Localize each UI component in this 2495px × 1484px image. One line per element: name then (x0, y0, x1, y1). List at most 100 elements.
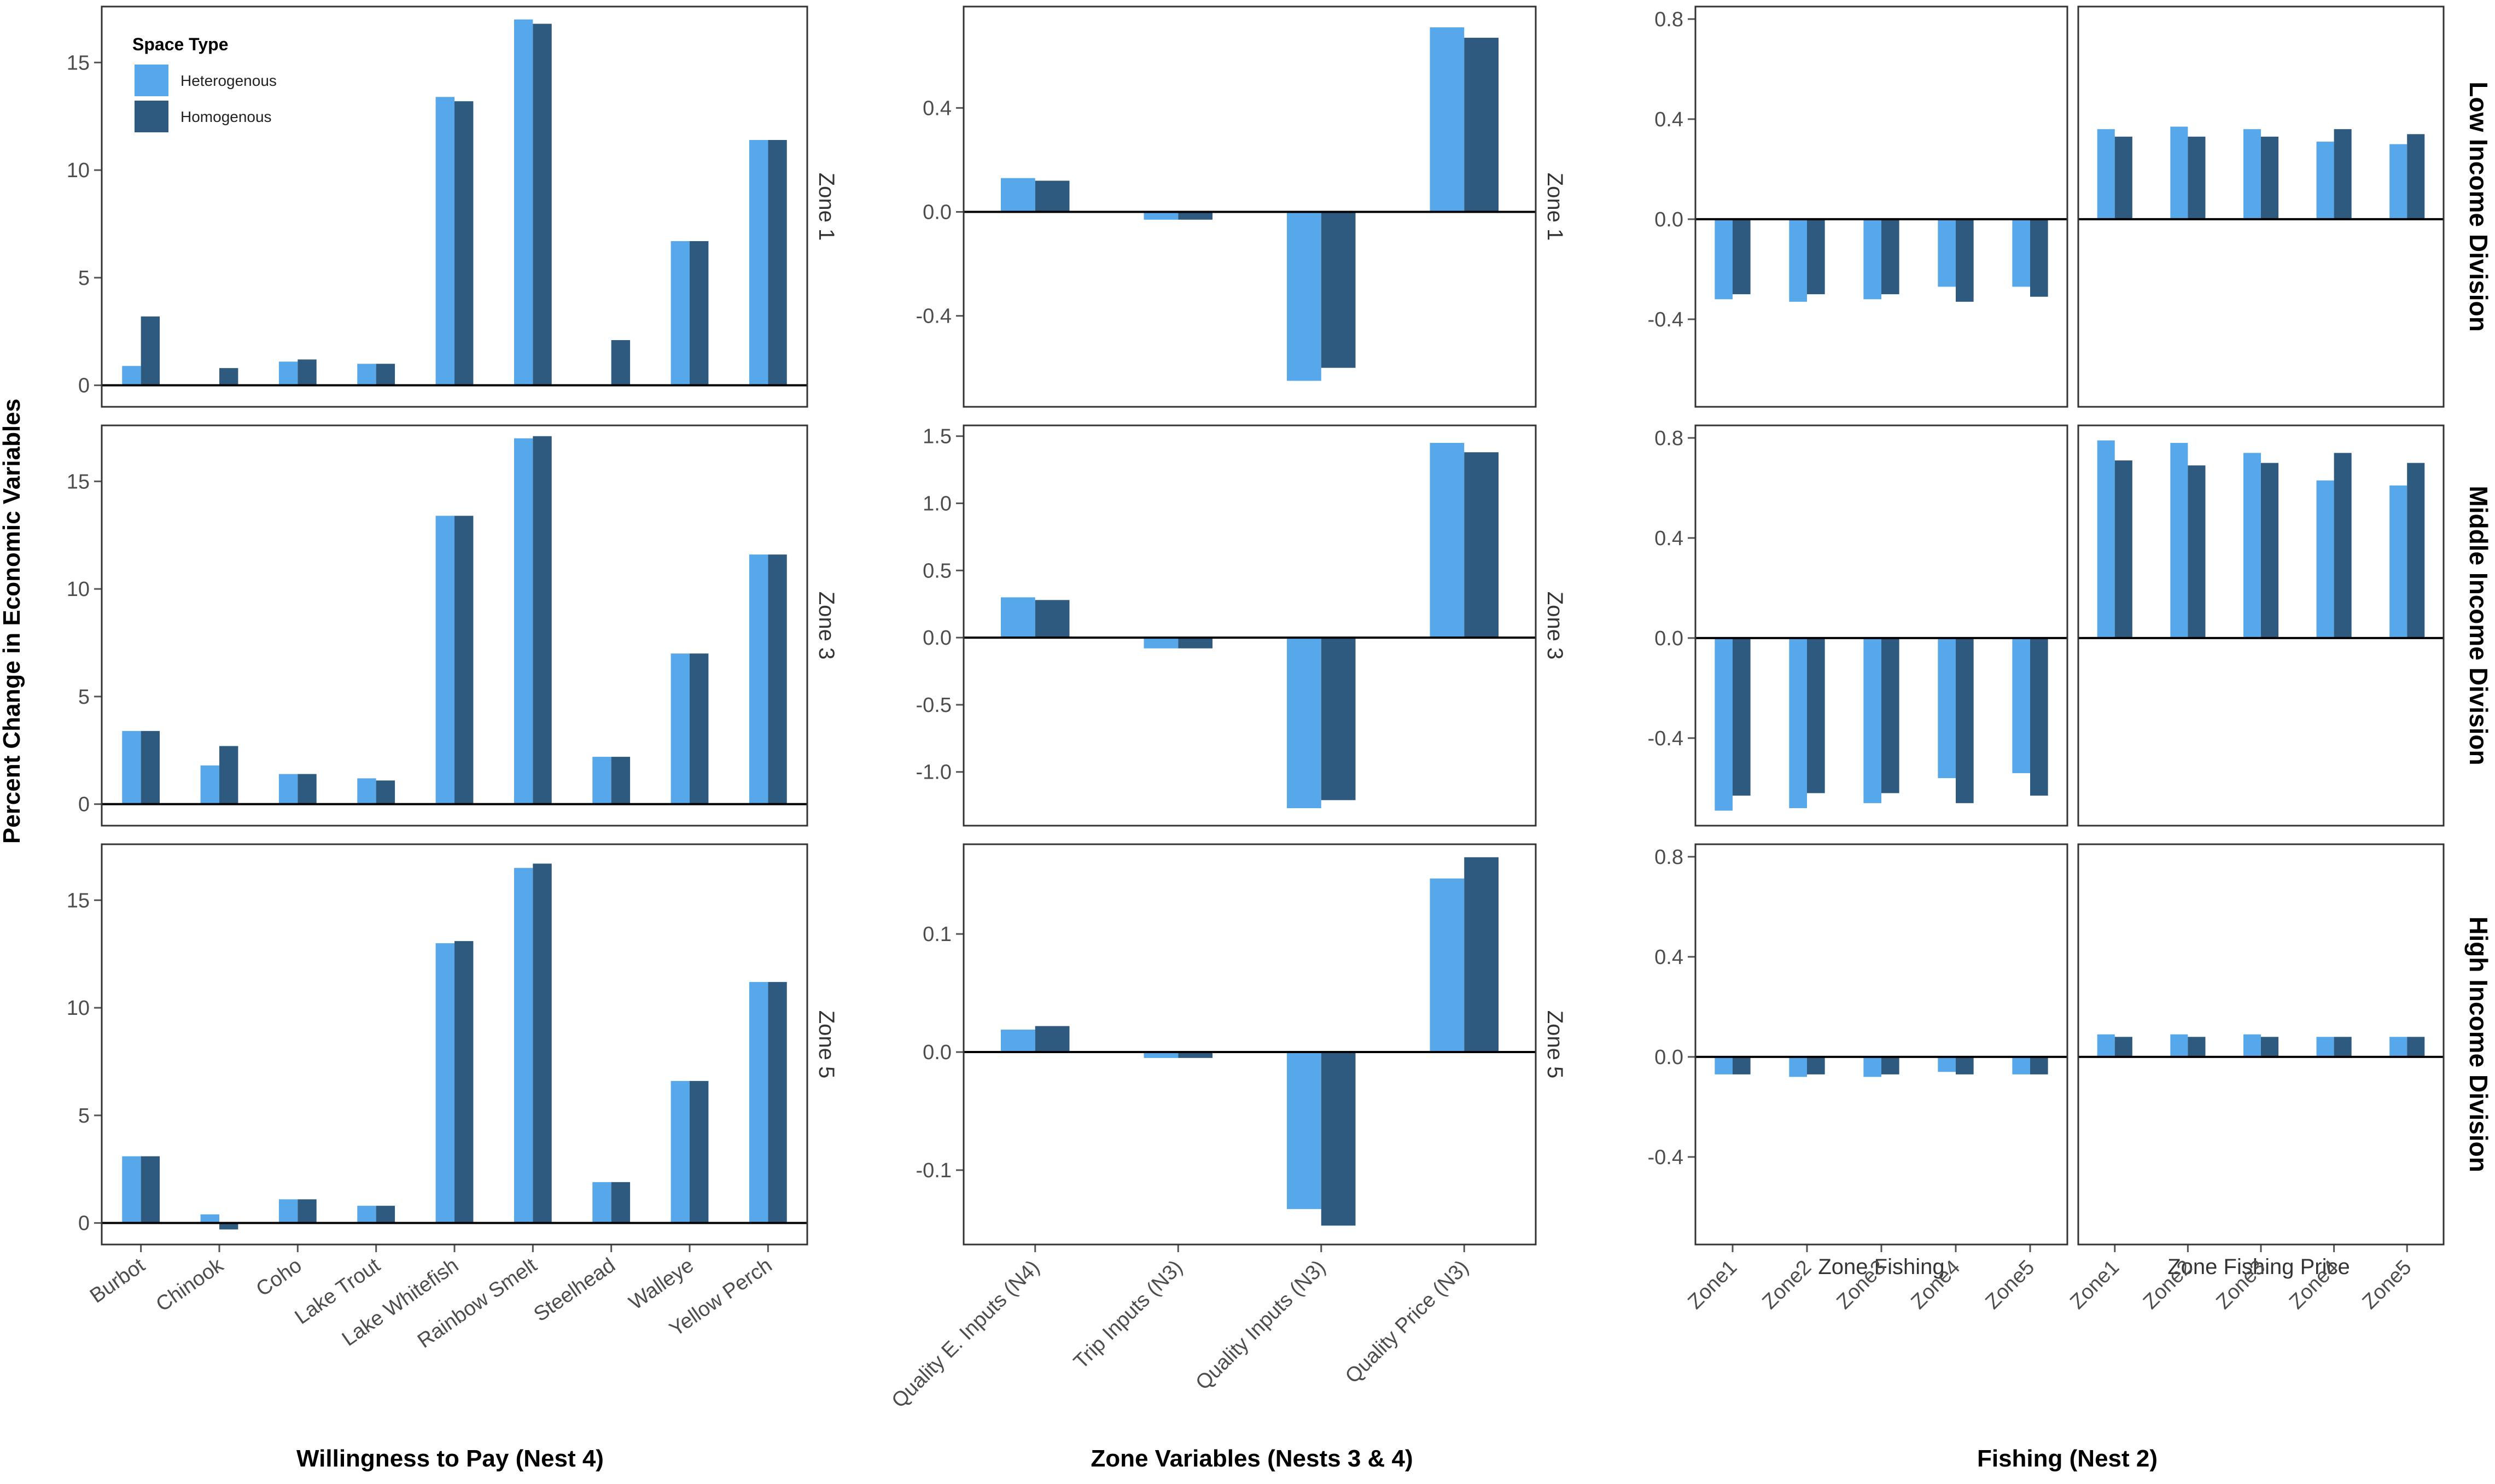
fishing-panel-2-zone-fishing-bar-het-1 (1789, 638, 1807, 808)
wtp-panel-2-ytick-label-2: 10 (67, 578, 90, 601)
fishing-panel-2-zone-fishing-bar-hom-3 (1956, 638, 1974, 803)
strip-high-income-division: High Income Division (2464, 916, 2493, 1172)
zone-vars-panel-3-bar-het-1 (1144, 1052, 1179, 1058)
fishing-panel-1-zone-fishing-bar-hom-4 (2030, 219, 2048, 297)
legend-swatch-homogenous (135, 101, 168, 132)
fishing-panel-2-zone-fishing-price-bar-hom-1 (2188, 465, 2206, 638)
wtp-panel-1-bar-hom-8 (768, 140, 787, 385)
wtp-panel-1-bar-hom-7 (690, 241, 709, 385)
zone-vars-strip-zone-5: Zone 5 (1543, 1010, 1567, 1079)
wtp-panel-1-ytick-label-3: 15 (67, 51, 90, 74)
zone-vars-panel-1-ytick-label-0: -0.4 (916, 305, 952, 328)
fishing-panel-2-zone-fishing-bar-het-0 (1715, 638, 1733, 811)
zone-vars-panel-2-bar-hom-1 (1178, 638, 1213, 648)
legend-swatch-heterogenous (135, 65, 168, 96)
legend-title: Space Type (132, 34, 228, 54)
fishing-panel-1-zone-fishing-price-bar-hom-2 (2261, 136, 2279, 219)
fishing-panel-1-zone-fishing-ytick-label-3: 0.8 (1654, 8, 1683, 31)
fishing-panel-2-zone-fishing-price-bar-hom-0 (2114, 460, 2132, 638)
fishing-panel-3-zone-fishing-price-bar-hom-3 (2334, 1037, 2352, 1057)
fishing-panel-1-zone-fishing-price-bar-het-1 (2170, 126, 2188, 219)
wtp-panel-2-ytick-label-0: 0 (78, 793, 90, 816)
fishing-panel-2-zone-fishing-price-frame (2077, 424, 2445, 827)
wtp-panel-3-bar-hom-6 (611, 1182, 631, 1223)
fishing-panel-1-zone-fishing-bar-het-4 (2012, 219, 2030, 287)
zone-vars-panel-3-frame (963, 843, 1537, 1246)
fishing-panel-2-zone-fishing-price-bar-hom-4 (2407, 463, 2425, 638)
fishing-panel-3-zone-fishing-bar-het-1 (1789, 1056, 1807, 1077)
zone-vars-panel-3-xtick-label-3: Quality Price (N3) (1341, 1256, 1473, 1388)
wtp-strip-zone-1: Zone 1 (814, 173, 838, 241)
wtp-panel-3-bar-hom-3 (376, 1206, 395, 1223)
fishing-panel-2-zone-fishing-ytick-label-3: 0.8 (1654, 427, 1683, 450)
fishing-panel-3-zone-fishing-ytick-label-2: 0.4 (1654, 946, 1683, 969)
fishing-panel-3-zone-fishing-price-bar-het-0 (2097, 1034, 2115, 1057)
zone-vars-strip-zone-3: Zone 3 (1543, 592, 1567, 660)
zone-vars-panel-1-bar-het-1 (1144, 212, 1179, 220)
wtp-panel-3-bar-het-3 (357, 1206, 376, 1223)
zone-vars-panel-2-bar-hom-2 (1321, 638, 1356, 801)
zone-vars-strip-zone-1: Zone 1 (1543, 173, 1567, 241)
zone-vars-panel-3-bar-hom-2 (1321, 1052, 1356, 1226)
fishing-panel-3-zone-fishing-price-bar-het-2 (2243, 1034, 2261, 1057)
fishing-panel-2-zone-fishing-price-bar-het-2 (2243, 453, 2261, 638)
zone-vars-panel-3-ytick-label-0: -0.1 (916, 1159, 952, 1182)
zone-vars-panel-3-bar-het-3 (1430, 878, 1465, 1053)
fishing-panel-2-zone-fishing-bar-het-2 (1863, 638, 1881, 803)
wtp-panel-1: 0 5 10 15 (67, 5, 808, 408)
wtp-panel-1-bar-het-4 (435, 97, 454, 385)
wtp-panel-3-bar-hom-4 (454, 941, 474, 1223)
wtp-panel-3-bar-hom-1 (219, 1223, 238, 1230)
wtp-panel-1-bar-het-0 (122, 366, 141, 385)
fishing-panel-1-zone-fishing-price-bar-hom-1 (2188, 136, 2206, 219)
wtp-panel-2-bar-hom-8 (768, 554, 787, 804)
fishing-panel-2-zone-fishing-price-bar-het-1 (2170, 443, 2188, 638)
zone-vars-panel-2-ytick-label-3: 0.5 (923, 559, 952, 582)
zone-vars-panel-1-bar-hom-1 (1178, 212, 1213, 220)
wtp-panel-3-ytick-label-0: 0 (78, 1212, 90, 1235)
fishing-panel-3-zone-fishing-price: Zone1 Zone2 Zone3 Zone4 Zone5 (2066, 843, 2445, 1314)
wtp-panel-1-bar-hom-2 (298, 359, 317, 385)
wtp-panel-3-ytick-label-3: 15 (67, 889, 90, 912)
zone-fishing-panel-label: Zone Fishing (1818, 1255, 1944, 1279)
zone-vars-panel-2-bar-het-3 (1430, 442, 1465, 638)
wtp-panel-3-bar-hom-8 (768, 981, 787, 1223)
fishing-panel-1-zone-fishing-bar-hom-3 (1956, 219, 1974, 302)
wtp-panel-3-bar-hom-2 (298, 1199, 317, 1223)
fishing-panel-2-zone-fishing-bar-hom-1 (1807, 638, 1825, 793)
wtp-panel-1-ytick-label-2: 10 (67, 159, 90, 182)
wtp-panel-3-bar-het-2 (278, 1199, 298, 1223)
zone-vars-panel-1-bar-het-2 (1286, 212, 1321, 381)
wtp-panel-3-xtick-label-6: Steelhead (530, 1254, 620, 1327)
wtp-panel-2-frame (101, 424, 808, 827)
zone-vars-panel-2-frame (963, 424, 1537, 827)
zone-vars-panel-1-ytick-label-1: 0.0 (923, 201, 952, 224)
fishing-panel-3-zone-fishing-ytick-label-3: 0.8 (1654, 846, 1683, 869)
fishing-panel-1-zone-fishing-price-bar-hom-3 (2334, 129, 2352, 219)
zone-vars-panel-3-ytick-label-1: 0.0 (923, 1041, 952, 1064)
fishing-panel-2-zone-fishing-bar-hom-2 (1881, 638, 1899, 793)
wtp-panel-2-bar-hom-7 (690, 653, 709, 804)
fishing-panel-3-zone-fishing-price-xtick-label-0: Zone1 (2066, 1256, 2124, 1314)
fishing-panel-3-zone-fishing-price-xtick-label-4: Zone5 (2358, 1256, 2416, 1314)
fishing-panel-2-zone-fishing-bar-het-3 (1938, 638, 1956, 779)
wtp-panel-3-frame (101, 843, 808, 1246)
zone-vars-panel-3-ytick-label-2: 0.1 (923, 923, 952, 946)
fishing-panel-2-zone-fishing-price-bar-het-3 (2316, 480, 2334, 638)
fishing-panel-2-zone-fishing-price (2077, 424, 2445, 827)
fishing-panel-1-zone-fishing-ytick-label-1: 0.0 (1654, 208, 1683, 231)
wtp-panel-2-bar-het-5 (514, 438, 533, 804)
zone-vars-panel-2-ytick-label-4: 1.0 (923, 492, 952, 515)
wtp-panel-1-bar-het-2 (278, 361, 298, 385)
wtp-panel-2-bar-hom-3 (376, 780, 395, 804)
fishing-panel-1-zone-fishing-price-bar-het-2 (2243, 129, 2261, 219)
wtp-panel-3-xtick-label-7: Walleye (625, 1254, 698, 1314)
fishing-panel-3-zone-fishing-ytick-label-1: 0.0 (1654, 1046, 1683, 1069)
zone-vars-panel-2-bar-het-2 (1286, 638, 1321, 809)
fishing-panel-3-zone-fishing-price-bar-hom-4 (2407, 1037, 2425, 1057)
wtp-panel-3-bar-het-8 (749, 981, 768, 1223)
zone-vars-panel-2-ytick-label-5: 1.5 (923, 425, 952, 448)
fishing-panel-1-zone-fishing-price-bar-het-4 (2389, 144, 2407, 219)
fishing-panel-1-zone-fishing-price-bar-hom-4 (2407, 134, 2425, 219)
